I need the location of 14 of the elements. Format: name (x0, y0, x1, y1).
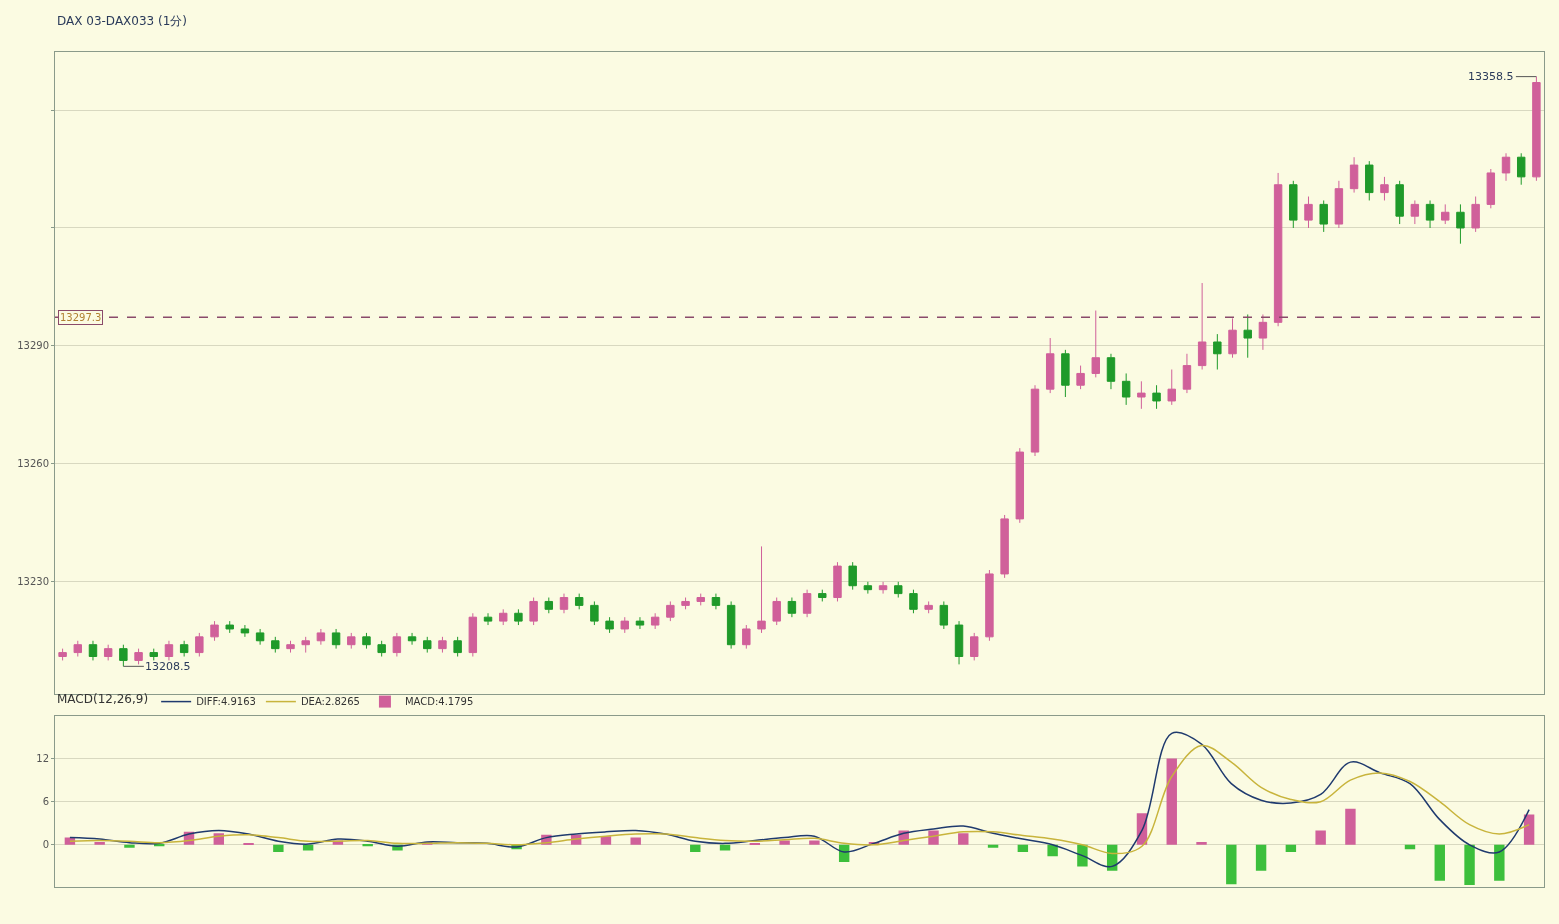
annotation: 13208.5 (145, 660, 191, 673)
chart-title: DAX 03-DAX033 (1分) (57, 14, 188, 28)
y-tick-label: 13290 (17, 340, 49, 352)
legend-label: DIFF:4.9163 (196, 696, 256, 708)
y-tick-label: 12 (36, 753, 49, 765)
legend-label: MACD:4.1795 (404, 696, 474, 708)
legend-label: DEA:2.8265 (300, 696, 360, 708)
ref-line-label: 13297.3 (60, 312, 102, 323)
annotation: 13358.5 (1468, 70, 1514, 83)
y-tick-label: 13230 (17, 576, 49, 588)
y-tick-label: 0 (42, 839, 49, 851)
y-tick-label: 6 (42, 796, 49, 808)
y-tick-label: 13260 (17, 458, 49, 470)
legend-title: MACD(12,26,9) (57, 691, 149, 706)
